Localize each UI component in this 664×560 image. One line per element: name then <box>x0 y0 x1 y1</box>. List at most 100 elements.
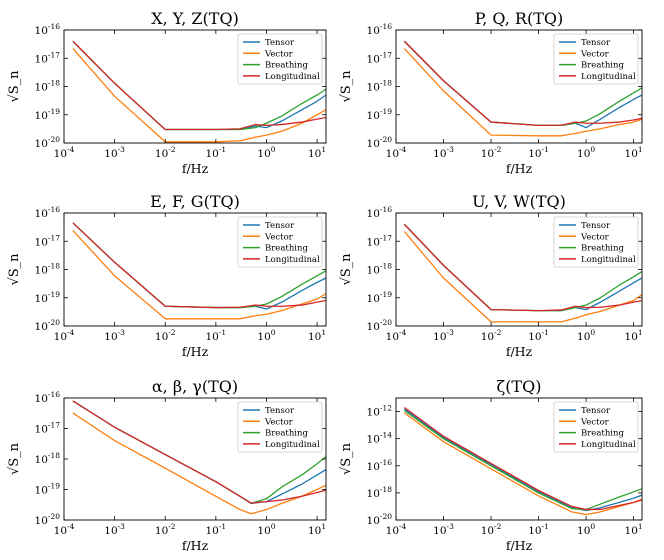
tick-label: 10-14 <box>367 431 393 446</box>
y-axis-label: √S_n <box>7 70 22 103</box>
x-axis-label: f/Hz <box>182 344 209 359</box>
legend-label: Breathing <box>581 429 624 439</box>
tick-label: 101 <box>625 145 643 160</box>
legend-label: Vector <box>580 232 610 242</box>
tick-label: 10-1 <box>206 145 227 160</box>
legend-label: Longitudinal <box>581 72 636 82</box>
legend-box <box>553 401 639 453</box>
legend-box <box>237 216 323 268</box>
tick-label: 10-18 <box>35 262 61 277</box>
tick-label: 100 <box>577 145 595 160</box>
legend-label: Longitudinal <box>581 440 636 450</box>
series-line-longitudinal <box>403 40 642 127</box>
legend-label: Breathing <box>581 61 624 71</box>
tick-label: 100 <box>257 328 275 343</box>
legend-label: Vector <box>264 49 294 59</box>
legend-label: Tensor <box>265 38 295 48</box>
tick-label: 10-4 <box>54 145 75 160</box>
tick-label: 100 <box>257 522 275 537</box>
tick-label: 10-4 <box>386 328 407 343</box>
tick-label: 10-3 <box>433 522 454 537</box>
tick-label: 10-16 <box>367 22 393 37</box>
tick-label: 10-16 <box>35 205 61 220</box>
y-axis-label: √S_n <box>339 442 354 475</box>
series-line-vector <box>72 230 326 320</box>
series-line-breathing <box>403 409 642 511</box>
tick-label: 10-20 <box>367 135 393 150</box>
tick-label: 10-20 <box>35 318 61 333</box>
tick-label: 10-4 <box>386 145 407 160</box>
tick-label: 10-16 <box>367 205 393 220</box>
y-axis-label: √S_n <box>7 253 22 286</box>
panel-title: E, F, G(TQ) <box>150 192 240 211</box>
legend-box <box>237 401 323 453</box>
tick-label: 10-2 <box>481 522 502 537</box>
legend-label: Vector <box>580 417 610 427</box>
x-axis-label: f/Hz <box>506 538 533 553</box>
tick-label: 100 <box>577 328 595 343</box>
tick-label: 10-3 <box>104 145 125 160</box>
panel-title: ζ(TQ) <box>497 377 542 396</box>
panel-1: 10-4 10-3 10-2 10-1 100 101 10-20 10-19 10-18 10-… <box>7 9 327 176</box>
tick-label: 101 <box>625 328 643 343</box>
tick-label: 10-1 <box>528 328 549 343</box>
legend-label: Vector <box>264 232 294 242</box>
tick-label: 10-2 <box>481 328 502 343</box>
tick-label: 10-18 <box>35 79 61 94</box>
legend-label: Breathing <box>265 61 308 71</box>
tick-label: 10-18 <box>367 485 393 500</box>
tick-label: 10-1 <box>206 328 227 343</box>
y-axis-label: √S_n <box>339 70 354 103</box>
panel-2: 10-4 10-3 10-2 10-1 100 101 10-20 10-19 10-18 10-… <box>339 9 643 176</box>
legend-box <box>553 33 639 85</box>
legend-label: Vector <box>264 417 294 427</box>
tick-label: 101 <box>308 145 326 160</box>
legend-label: Longitudinal <box>265 255 320 265</box>
tick-label: 10-16 <box>35 22 61 37</box>
x-axis-label: f/Hz <box>506 161 533 176</box>
series-group <box>403 40 642 137</box>
tick-label: 10-20 <box>35 135 61 150</box>
tick-label: 10-17 <box>35 233 61 248</box>
series-line-vector <box>403 48 642 137</box>
tick-label: 10-1 <box>206 522 227 537</box>
tick-label: 10-1 <box>528 145 549 160</box>
legend-label: Longitudinal <box>265 72 320 82</box>
tick-label: 10-3 <box>104 522 125 537</box>
series-line-longitudinal <box>72 400 326 504</box>
legend-label: Longitudinal <box>265 440 320 450</box>
tick-label: 10-20 <box>35 512 61 527</box>
tick-label: 10-4 <box>386 522 407 537</box>
tick-label: 10-19 <box>367 107 393 122</box>
panel-3: 10-4 10-3 10-2 10-1 100 101 10-20 10-19 10-18 10-… <box>7 192 327 359</box>
tick-label: 10-2 <box>155 522 176 537</box>
tick-label: 101 <box>308 328 326 343</box>
panel-title: U, V, W(TQ) <box>472 192 566 211</box>
legend-label: Tensor <box>581 221 611 231</box>
x-axis-label: f/Hz <box>506 344 533 359</box>
legend-label: Breathing <box>581 244 624 254</box>
series-group <box>403 406 642 516</box>
legend-label: Tensor <box>265 406 295 416</box>
tick-label: 10-17 <box>35 50 61 65</box>
tick-label: 10-2 <box>155 328 176 343</box>
panel-6: 10-4 10-3 10-2 10-1 100 101 10-20 10-18 10-16 10-… <box>339 377 643 553</box>
x-axis-label: f/Hz <box>182 161 209 176</box>
tick-label: 10-20 <box>367 512 393 527</box>
tick-label: 100 <box>577 522 595 537</box>
tick-label: 10-19 <box>35 482 61 497</box>
axes-frame <box>395 397 643 521</box>
legend-label: Breathing <box>265 429 308 439</box>
panel-4: 10-4 10-3 10-2 10-1 100 101 10-20 10-19 10-18 10-… <box>339 192 643 359</box>
tick-label: 10-3 <box>433 328 454 343</box>
series-line-longitudinal <box>403 406 642 511</box>
tick-label: 100 <box>257 145 275 160</box>
tick-label: 10-4 <box>54 522 75 537</box>
